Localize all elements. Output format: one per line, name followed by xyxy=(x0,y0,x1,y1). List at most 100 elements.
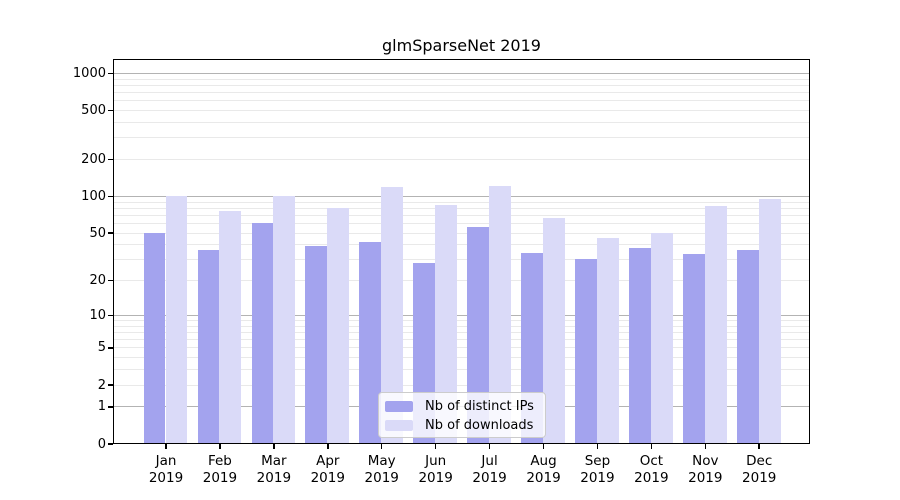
plot-area xyxy=(113,59,810,444)
x-tick-label-feb: Feb 2019 xyxy=(202,453,238,486)
y-tick-label-0: 0 xyxy=(97,436,106,452)
x-tick-label-nov: Nov 2019 xyxy=(688,453,723,486)
gridline-minor-300 xyxy=(114,137,809,139)
y-tick-label-2: 2 xyxy=(97,377,106,393)
x-tick-label-may: May 2019 xyxy=(364,453,399,486)
gridline-minor-400 xyxy=(114,122,809,123)
y-tick-mark-500 xyxy=(108,109,113,112)
bar-downloads-apr xyxy=(327,207,350,444)
x-tick-mark-dec xyxy=(758,444,760,449)
gridline-minor-3 xyxy=(114,369,809,371)
y-tick-mark-1 xyxy=(108,406,113,408)
y-tick-label-200: 200 xyxy=(81,152,106,168)
x-tick-mark-apr xyxy=(327,444,329,449)
bar-distinct-ips-feb xyxy=(197,249,220,444)
gridline-minor-700 xyxy=(114,92,809,94)
gridline-minor-8 xyxy=(114,325,809,327)
x-tick-mark-jul xyxy=(488,444,491,449)
legend-swatch-distinct-ips xyxy=(385,401,413,412)
gridline-minor-80 xyxy=(114,207,809,209)
bar-distinct-ips-jan xyxy=(143,232,166,444)
gridline-minor-90 xyxy=(114,201,809,203)
gridline-major-10 xyxy=(114,314,809,316)
bar-distinct-ips-oct xyxy=(629,248,651,444)
gridline-minor-60 xyxy=(114,223,809,224)
y-tick-label-5: 5 xyxy=(97,340,106,356)
x-tick-mark-jan xyxy=(165,444,167,449)
chart-title: glmSparseNet 2019 xyxy=(382,36,541,55)
y-tick-label-50: 50 xyxy=(89,225,106,241)
x-tick-label-sep: Sep 2019 xyxy=(580,453,615,486)
y-tick-mark-0 xyxy=(108,443,113,445)
x-tick-label-jan: Jan 2019 xyxy=(148,453,184,486)
x-tick-mark-mar xyxy=(273,444,275,449)
y-tick-mark-1000 xyxy=(108,72,113,75)
gridline-minor-9 xyxy=(114,320,809,321)
x-tick-mark-jun xyxy=(434,444,437,449)
gridline-minor-50 xyxy=(114,232,809,234)
bar-downloads-may xyxy=(381,187,404,444)
y-tick-mark-10 xyxy=(108,314,113,317)
y-tick-label-500: 500 xyxy=(81,103,106,119)
gridline-minor-6 xyxy=(114,339,809,341)
y-tick-mark-100 xyxy=(108,195,113,198)
legend-item-downloads: Nb of downloads xyxy=(385,416,545,435)
gridline-minor-600 xyxy=(114,100,809,102)
bars-layer xyxy=(114,60,809,444)
bar-downloads-jul xyxy=(489,186,511,444)
bar-downloads-oct xyxy=(650,232,673,444)
bar-distinct-ips-nov xyxy=(683,254,705,444)
y-tick-mark-20 xyxy=(108,279,113,282)
x-tick-mark-feb xyxy=(219,444,221,449)
bar-downloads-aug xyxy=(543,217,565,444)
y-tick-mark-200 xyxy=(108,158,113,161)
gridline-minor-5 xyxy=(114,347,809,349)
gridline-minor-30 xyxy=(114,259,809,261)
gridline-minor-2 xyxy=(114,384,809,386)
bar-downloads-jun xyxy=(435,205,457,444)
bar-distinct-ips-mar xyxy=(251,223,274,444)
gridline-minor-40 xyxy=(114,244,809,246)
bar-distinct-ips-sep xyxy=(575,259,597,444)
x-tick-label-apr: Apr 2019 xyxy=(310,453,345,486)
gridline-minor-20 xyxy=(114,280,809,282)
x-tick-label-aug: Aug 2019 xyxy=(526,453,561,486)
bar-downloads-sep xyxy=(596,238,619,444)
x-tick-label-mar: Mar 2019 xyxy=(256,453,292,486)
gridline-minor-4 xyxy=(114,357,809,359)
y-tick-mark-50 xyxy=(108,232,113,234)
legend-label-downloads: Nb of downloads xyxy=(425,418,534,433)
x-tick-mark-may xyxy=(380,444,383,449)
gridline-minor-7 xyxy=(114,331,809,333)
bar-distinct-ips-may xyxy=(359,241,382,444)
legend-label-distinct-ips: Nb of distinct IPs xyxy=(425,399,534,414)
bar-distinct-ips-apr xyxy=(305,245,328,444)
gridline-minor-500 xyxy=(114,110,809,112)
y-tick-mark-5 xyxy=(108,347,113,349)
x-tick-label-dec: Dec 2019 xyxy=(742,453,777,486)
y-tick-label-100: 100 xyxy=(81,188,106,204)
bar-downloads-nov xyxy=(704,205,727,444)
y-tick-label-1: 1 xyxy=(97,399,106,415)
bar-downloads-feb xyxy=(219,211,242,444)
legend: Nb of distinct IPs Nb of downloads xyxy=(378,392,546,438)
grid-layer xyxy=(114,60,809,443)
gridline-minor-70 xyxy=(114,214,809,216)
bar-downloads-dec xyxy=(758,198,781,444)
legend-item-distinct-ips: Nb of distinct IPs xyxy=(385,397,545,416)
legend-swatch-downloads xyxy=(385,420,413,431)
gridline-major-1000 xyxy=(114,72,809,74)
y-tick-label-20: 20 xyxy=(89,273,106,289)
x-tick-label-oct: Oct 2019 xyxy=(634,453,669,486)
bar-distinct-ips-dec xyxy=(736,249,759,444)
gridline-minor-200 xyxy=(114,159,809,161)
bar-downloads-jan xyxy=(165,195,188,444)
x-tick-mark-aug xyxy=(542,444,545,449)
x-tick-mark-sep xyxy=(596,444,599,449)
bar-downloads-mar xyxy=(273,195,296,444)
y-tick-label-10: 10 xyxy=(89,307,106,323)
bar-distinct-ips-jul xyxy=(467,226,490,444)
x-tick-mark-nov xyxy=(704,444,707,449)
y-tick-mark-2 xyxy=(108,384,113,386)
